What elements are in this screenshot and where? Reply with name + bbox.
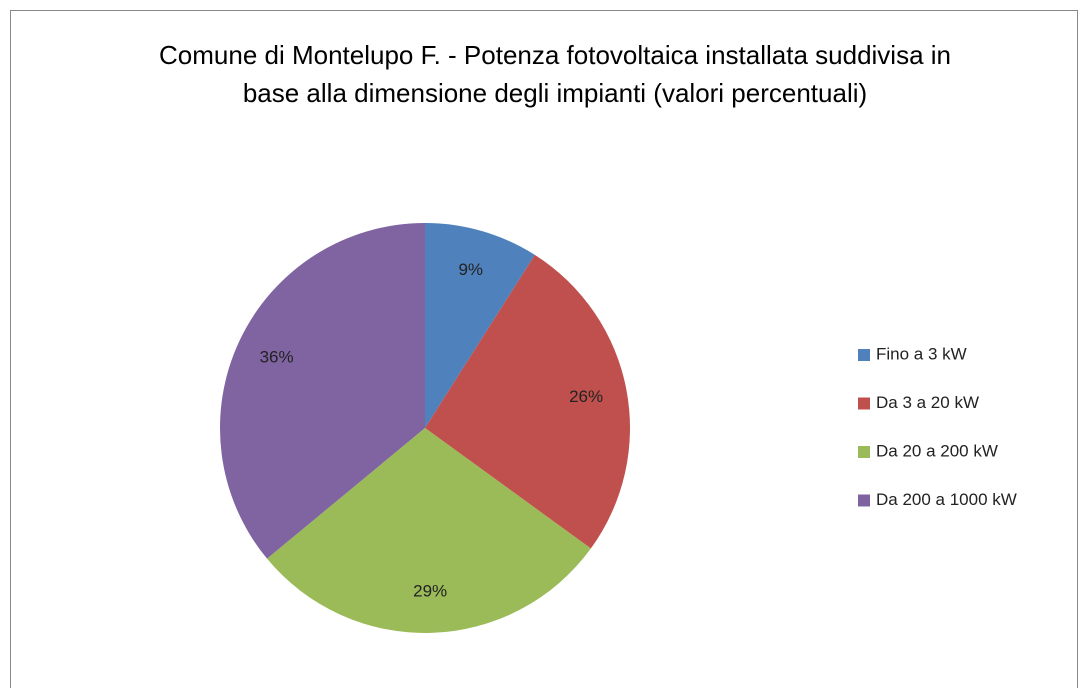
legend-label: Da 200 a 1000 kW (876, 490, 1017, 509)
legend-swatch (858, 494, 870, 507)
legend-label: Fino a 3 kW (876, 344, 967, 363)
legend-swatch (858, 397, 870, 410)
legend-label: Da 3 a 20 kW (876, 393, 979, 412)
data-label: 36% (260, 348, 294, 367)
data-label: 9% (458, 260, 483, 279)
data-label: 26% (569, 387, 603, 406)
legend-swatch (858, 446, 870, 458)
data-label: 29% (413, 581, 447, 600)
chart-title: Comune di Montelupo F. - Potenza fotovol… (159, 40, 951, 108)
pie-slice (425, 254, 630, 549)
legend-label: Da 20 a 200 kW (876, 441, 998, 460)
legend-swatch (858, 349, 870, 361)
pie-slice (425, 223, 535, 428)
chart-frame (10, 10, 1078, 688)
pie-slice (219, 223, 425, 559)
pie-slice (267, 428, 591, 633)
